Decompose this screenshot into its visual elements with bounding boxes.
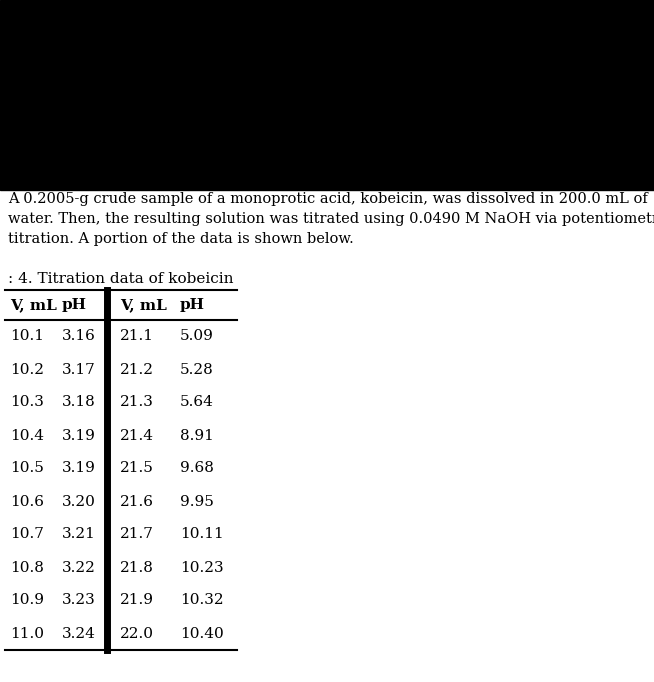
Text: 10.9: 10.9 <box>10 593 44 608</box>
Text: pH: pH <box>180 298 205 312</box>
Text: 21.1: 21.1 <box>120 329 154 344</box>
Text: 22.0: 22.0 <box>120 627 154 640</box>
Text: 3.16: 3.16 <box>62 329 96 344</box>
Text: V, mL: V, mL <box>10 298 57 312</box>
Text: 10.23: 10.23 <box>180 561 224 574</box>
Text: 3.19: 3.19 <box>62 428 96 443</box>
Bar <box>0 0 654 190</box>
Text: : 4. Titration data of kobeicin: : 4. Titration data of kobeicin <box>8 272 233 286</box>
Text: 3.22: 3.22 <box>62 561 96 574</box>
Text: 9.95: 9.95 <box>180 494 214 509</box>
Text: 3.18: 3.18 <box>62 396 95 409</box>
Text: 10.32: 10.32 <box>180 593 224 608</box>
Text: 21.6: 21.6 <box>120 494 154 509</box>
Text: 10.2: 10.2 <box>10 363 44 376</box>
Text: 5.64: 5.64 <box>180 396 214 409</box>
Text: 3.17: 3.17 <box>62 363 95 376</box>
Text: 10.7: 10.7 <box>10 527 44 542</box>
Text: 11.0: 11.0 <box>10 627 44 640</box>
Text: 21.4: 21.4 <box>120 428 154 443</box>
Text: 3.24: 3.24 <box>62 627 96 640</box>
Text: 10.1: 10.1 <box>10 329 44 344</box>
Text: 21.9: 21.9 <box>120 593 154 608</box>
Text: A 0.2005-g crude sample of a monoprotic acid, kobeicin, was dissolved in 200.0 m: A 0.2005-g crude sample of a monoprotic … <box>8 192 654 246</box>
Text: 10.3: 10.3 <box>10 396 44 409</box>
Text: 21.7: 21.7 <box>120 527 154 542</box>
Text: pH: pH <box>62 298 87 312</box>
Text: 10.5: 10.5 <box>10 462 44 475</box>
Text: 5.28: 5.28 <box>180 363 214 376</box>
Text: 3.23: 3.23 <box>62 593 95 608</box>
Text: 21.5: 21.5 <box>120 462 154 475</box>
Text: 10.4: 10.4 <box>10 428 44 443</box>
Text: 10.11: 10.11 <box>180 527 224 542</box>
Text: 3.21: 3.21 <box>62 527 96 542</box>
Text: 10.40: 10.40 <box>180 627 224 640</box>
Text: 5.09: 5.09 <box>180 329 214 344</box>
Text: 21.3: 21.3 <box>120 396 154 409</box>
Text: 21.8: 21.8 <box>120 561 154 574</box>
Text: 21.2: 21.2 <box>120 363 154 376</box>
Text: 10.8: 10.8 <box>10 561 44 574</box>
Text: 10.6: 10.6 <box>10 494 44 509</box>
Text: V, mL: V, mL <box>120 298 167 312</box>
Text: 8.91: 8.91 <box>180 428 214 443</box>
Text: 3.19: 3.19 <box>62 462 96 475</box>
Text: 3.20: 3.20 <box>62 494 96 509</box>
Text: 9.68: 9.68 <box>180 462 214 475</box>
